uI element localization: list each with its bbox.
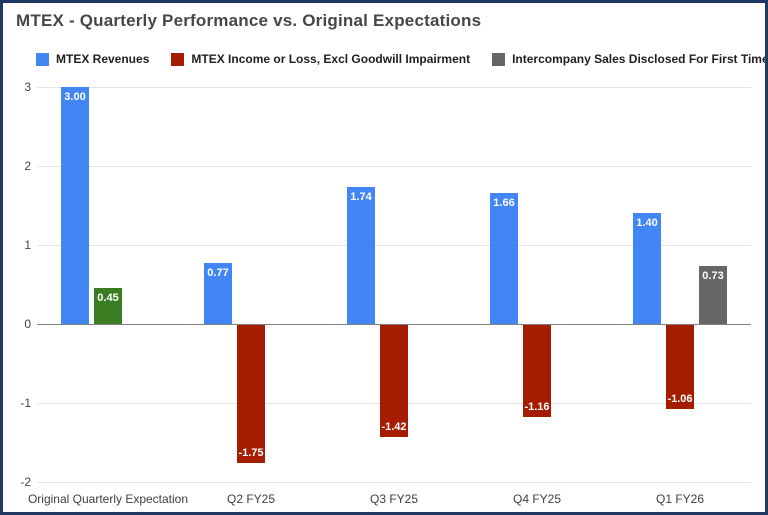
legend-swatch-revenues-icon bbox=[36, 52, 49, 66]
bar: -1.16 bbox=[523, 325, 551, 417]
bar-value-label: 0.73 bbox=[702, 270, 724, 282]
bar: -1.42 bbox=[380, 325, 408, 437]
gridline bbox=[37, 245, 751, 246]
legend-item-revenues: MTEX Revenues bbox=[36, 52, 149, 66]
legend-item-intercompany: Intercompany Sales Disclosed For First T… bbox=[492, 52, 768, 66]
bar: -1.06 bbox=[666, 325, 694, 409]
legend: MTEX Revenues MTEX Income or Loss, Excl … bbox=[36, 52, 768, 66]
bar-value-label: -1.16 bbox=[524, 401, 550, 413]
bar: 0.45 bbox=[94, 288, 122, 324]
plot-area: 3 2 1 0 -1 -2 Original Quarterly Expectation 3.… bbox=[3, 3, 765, 512]
y-axis-tick-label: 3 bbox=[24, 80, 31, 94]
y-axis-tick-label: -2 bbox=[20, 475, 31, 489]
zero-line bbox=[37, 324, 751, 325]
gridline bbox=[37, 166, 751, 167]
bar: 1.74 bbox=[347, 187, 375, 324]
y-axis-tick-label: 0 bbox=[24, 317, 31, 331]
bar: 0.77 bbox=[204, 263, 232, 324]
bar: 3.00 bbox=[61, 87, 89, 324]
gridline bbox=[37, 482, 751, 483]
x-axis-category-label: Original Quarterly Expectation bbox=[27, 492, 189, 506]
bar-value-label: -1.42 bbox=[381, 421, 407, 433]
bar-value-label: -1.75 bbox=[238, 447, 264, 459]
chart-title: MTEX - Quarterly Performance vs. Origina… bbox=[16, 11, 482, 30]
bar-value-label: 1.66 bbox=[493, 197, 515, 209]
bar-value-label: -1.06 bbox=[667, 393, 693, 405]
legend-label-revenues: MTEX Revenues bbox=[56, 52, 150, 66]
legend-label-intercompany: Intercompany Sales Disclosed For First T… bbox=[512, 52, 768, 66]
x-axis-category-label: Q3 FY25 bbox=[369, 492, 419, 506]
bar-value-label: 1.40 bbox=[636, 217, 658, 229]
legend-swatch-income-icon bbox=[171, 52, 185, 66]
x-axis-category-label: Q1 FY26 bbox=[655, 492, 705, 506]
gridline bbox=[37, 87, 751, 88]
legend-item-income: MTEX Income or Loss, Excl Goodwill Impai… bbox=[171, 52, 470, 66]
legend-swatch-intercompany-icon bbox=[492, 52, 506, 66]
y-axis-tick-label: -1 bbox=[20, 396, 31, 410]
bar-value-label: 0.77 bbox=[207, 267, 229, 279]
y-axis-tick-label: 1 bbox=[24, 238, 31, 252]
bar: 0.73 bbox=[699, 266, 727, 324]
bar-value-label: 0.45 bbox=[97, 292, 119, 304]
bar: -1.75 bbox=[237, 325, 265, 463]
bar-value-label: 1.74 bbox=[350, 191, 372, 203]
y-axis-tick-label: 2 bbox=[24, 159, 31, 173]
x-axis-category-label: Q2 FY25 bbox=[226, 492, 276, 506]
bar: 1.66 bbox=[490, 193, 518, 324]
bar: 1.40 bbox=[633, 213, 661, 324]
bar-value-label: 3.00 bbox=[64, 91, 86, 103]
x-axis-category-label: Q4 FY25 bbox=[512, 492, 562, 506]
legend-label-income: MTEX Income or Loss, Excl Goodwill Impai… bbox=[191, 52, 471, 66]
